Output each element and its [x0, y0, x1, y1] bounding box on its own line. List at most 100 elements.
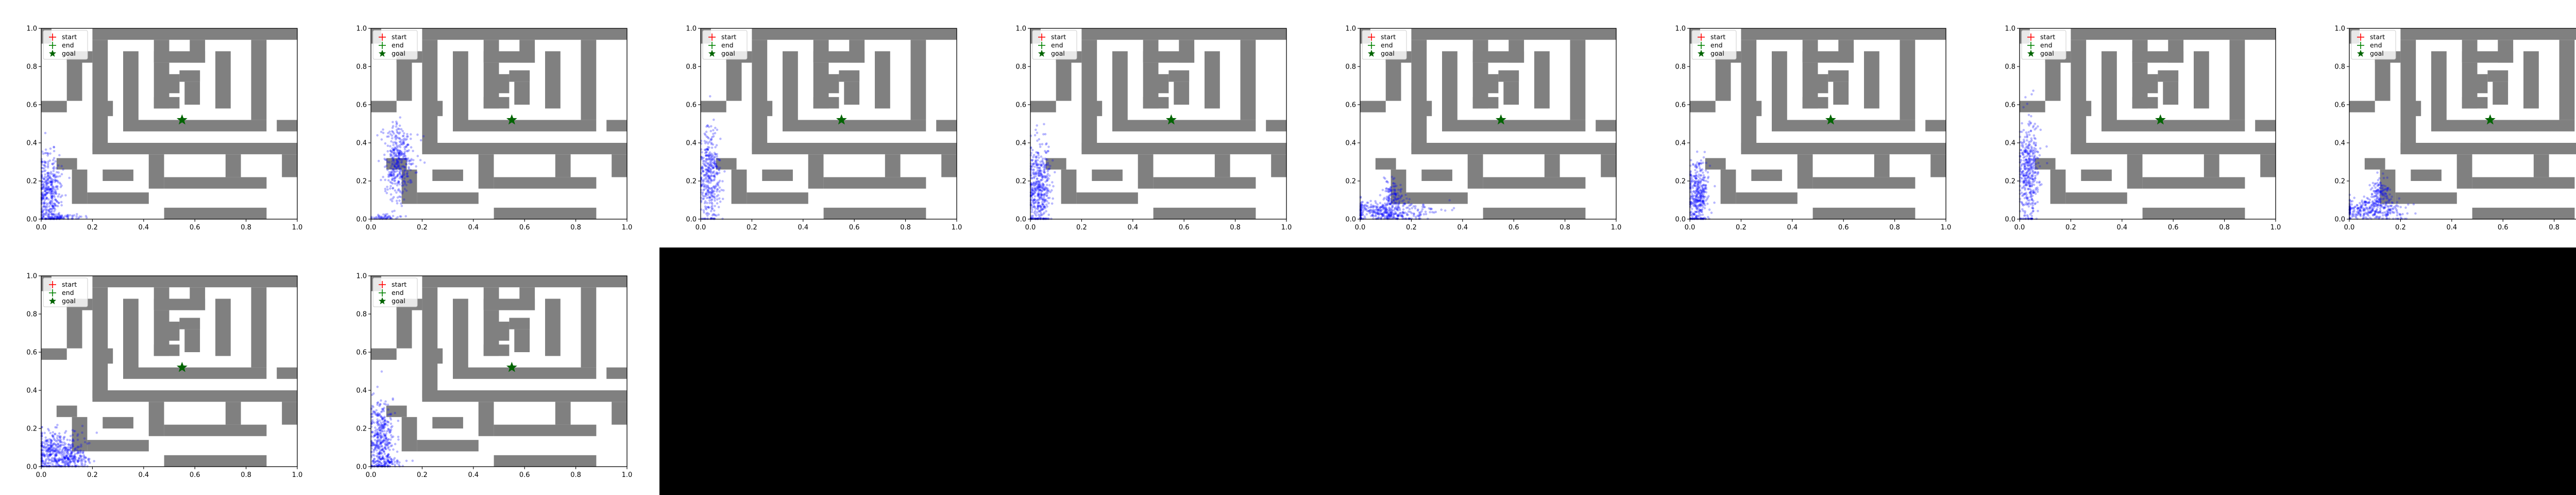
- x-tick-label: 1.0: [1611, 224, 1622, 232]
- maze-wall: [606, 368, 627, 379]
- maze-wall: [606, 120, 627, 131]
- sample-point: [1037, 159, 1039, 162]
- sample-point: [2028, 199, 2031, 202]
- sample-point: [2023, 139, 2025, 141]
- sample-point: [52, 186, 55, 188]
- sample-point: [401, 205, 403, 207]
- sample-point: [387, 421, 390, 424]
- sample-point: [1714, 185, 1716, 188]
- sample-point: [1425, 211, 1427, 213]
- sample-point: [385, 437, 387, 439]
- sample-point: [2027, 152, 2029, 155]
- sample-point: [1709, 164, 1711, 167]
- sample-point: [49, 188, 52, 191]
- sample-point: [1697, 201, 1700, 204]
- sample-point: [1045, 210, 1047, 212]
- sample-point: [384, 400, 387, 403]
- sample-point: [52, 163, 54, 166]
- sample-point: [2376, 191, 2379, 194]
- sample-point: [56, 452, 59, 454]
- sample-point: [44, 460, 47, 463]
- sample-point: [55, 443, 57, 446]
- sample-point: [1044, 164, 1046, 167]
- maze-wall: [422, 28, 627, 40]
- sample-point: [1695, 163, 1698, 166]
- sample-point: [2040, 129, 2042, 131]
- sample-point: [50, 211, 53, 213]
- sample-point: [42, 206, 44, 209]
- sample-point: [399, 137, 401, 140]
- y-tick-label: 0.4: [2334, 140, 2345, 147]
- sample-point: [44, 194, 47, 196]
- maze-wall: [2411, 170, 2442, 181]
- sample-point: [1031, 209, 1033, 211]
- sample-point: [1036, 167, 1039, 169]
- maze-wall: [2365, 158, 2385, 170]
- sample-point: [384, 440, 387, 442]
- x-tick-label: 0.8: [570, 224, 581, 232]
- sample-point: [2386, 213, 2389, 216]
- sample-point: [396, 122, 398, 125]
- sample-point: [2022, 210, 2025, 212]
- sample-point: [58, 154, 61, 157]
- sample-point: [1041, 143, 1044, 145]
- sample-point: [716, 128, 719, 131]
- sample-point: [2030, 163, 2032, 166]
- maze-wall: [2472, 208, 2575, 219]
- sample-point: [2037, 201, 2039, 204]
- maze-wall: [1205, 51, 1220, 108]
- sample-point: [391, 210, 394, 213]
- maze-wall: [509, 70, 530, 81]
- maze-wall: [1030, 101, 1056, 112]
- sample-point: [2020, 159, 2023, 162]
- sample-point: [1375, 218, 1377, 220]
- y-tick-label: 0.4: [686, 140, 697, 147]
- sample-point: [2404, 218, 2406, 220]
- legend-label-goal: goal: [721, 50, 735, 57]
- sample-point: [2382, 185, 2385, 187]
- maze-wall: [1376, 158, 1396, 170]
- sample-point: [1383, 176, 1385, 179]
- sample-point: [1039, 145, 1042, 148]
- sample-point: [1030, 211, 1033, 213]
- sample-point: [2036, 151, 2039, 153]
- sample-point: [2377, 189, 2379, 191]
- maze-wall: [123, 368, 266, 379]
- sample-point: [72, 216, 74, 218]
- sample-point: [1451, 209, 1453, 211]
- sample-point: [2386, 189, 2389, 192]
- sample-point: [1702, 178, 1704, 181]
- sample-point: [2039, 165, 2041, 168]
- maze-wall: [92, 40, 108, 151]
- sample-point: [1377, 216, 1380, 219]
- sample-point: [49, 432, 52, 435]
- sample-point: [55, 167, 58, 170]
- sample-point: [1700, 159, 1703, 162]
- legend-label-goal: goal: [392, 50, 405, 57]
- sample-point: [57, 443, 60, 446]
- maze-wall: [417, 440, 479, 451]
- sample-point: [405, 163, 408, 166]
- sample-point: [2361, 200, 2363, 202]
- sample-point: [2392, 218, 2395, 220]
- sample-point: [386, 188, 389, 191]
- sample-point: [398, 128, 401, 130]
- maze-wall: [519, 287, 535, 310]
- y-tick-label: 0.6: [26, 102, 37, 109]
- sample-point: [52, 436, 54, 438]
- sample-point: [1696, 166, 1698, 169]
- sample-point: [2351, 200, 2354, 203]
- maze-wall: [2457, 154, 2472, 189]
- sample-point: [1380, 210, 1382, 213]
- sample-point: [707, 170, 709, 172]
- x-tick-label: 0.2: [747, 224, 757, 232]
- sample-point: [2024, 96, 2027, 98]
- sample-point: [1040, 179, 1042, 182]
- sample-point: [717, 213, 720, 216]
- sample-point: [2382, 214, 2384, 217]
- maze-wall: [499, 322, 510, 341]
- sample-point: [386, 150, 389, 153]
- sample-point: [2031, 183, 2033, 186]
- sample-point: [707, 206, 710, 209]
- sample-point: [389, 218, 392, 220]
